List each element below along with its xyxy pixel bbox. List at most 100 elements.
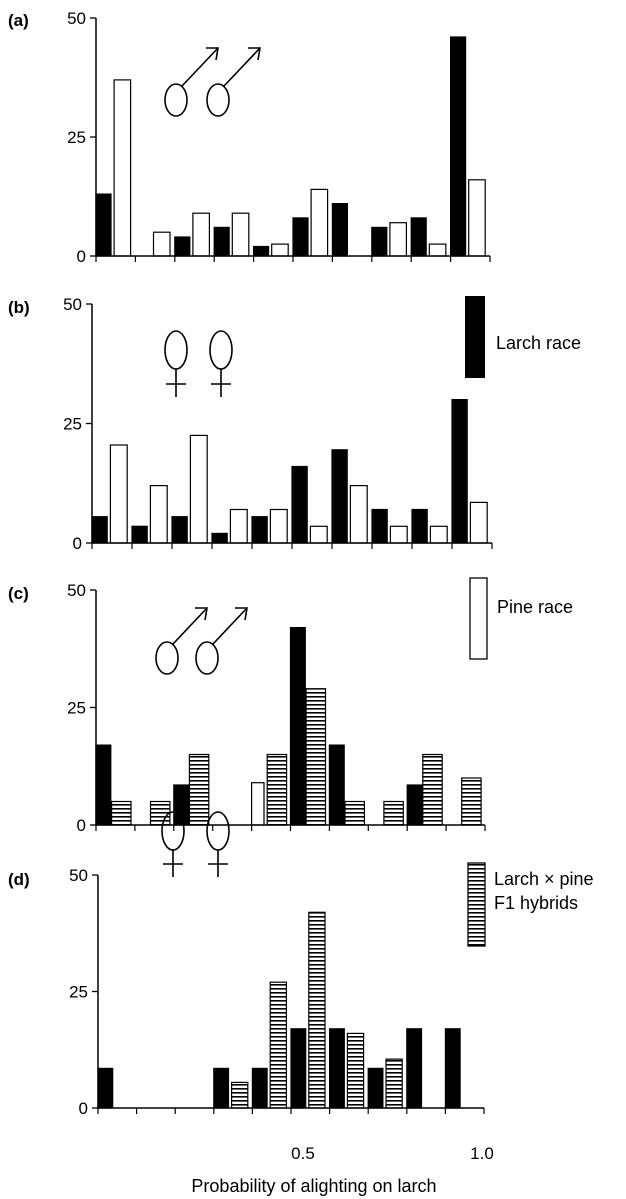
bar-c-larch-bin-7	[328, 744, 345, 826]
bar-a-larch-bin-3	[174, 236, 191, 257]
y-tick-label-c-50: 50	[67, 581, 86, 600]
bar-a-pine-bin-10	[468, 179, 486, 257]
x-tick-label-1-0: 1.0	[470, 1144, 494, 1163]
female-symbol-d	[161, 811, 230, 877]
female-symbol-b	[164, 330, 233, 397]
bar-c-hybrid-bin-9	[422, 753, 443, 826]
bar-a-pine-bin-5	[271, 243, 289, 257]
panel-d: (d) 0 25 50	[8, 866, 485, 1118]
bar-a-pine-bin-8	[389, 222, 407, 257]
male-symbol-c	[155, 607, 248, 675]
bar-d-larch-bin-6	[290, 1028, 307, 1109]
y-tick-label-b-25: 25	[63, 415, 82, 434]
bar-a-pine-bin-3	[192, 212, 210, 257]
bar-c-hybrid-bin-10	[461, 777, 482, 826]
bar-c-larch-bin-6	[289, 626, 306, 826]
bar-a-pine-bin-1	[113, 79, 132, 257]
bar-c-larch-bin-1	[95, 744, 112, 826]
bar-b-larch-bin-2	[131, 525, 148, 544]
bar-d-larch-bin-10	[444, 1028, 461, 1109]
bar-a-larch-bin-9	[410, 217, 427, 257]
bar-c-hybrid-bin-8	[383, 800, 404, 826]
bar-c-hybrid-bin-1	[110, 800, 132, 826]
panel-b-label: (b)	[8, 298, 30, 317]
x-tick-label-0-5: 0.5	[291, 1144, 315, 1163]
bar-c-larch-bin-9	[406, 784, 423, 826]
bar-a-pine-bin-4	[231, 212, 250, 257]
bar-d-larch-bin-5	[251, 1067, 268, 1109]
y-tick-label-c-0: 0	[77, 816, 86, 835]
bar-a-pine-bin-6	[310, 188, 329, 257]
bar-c-hybrid-bin-7	[344, 800, 365, 826]
y-tick-label-d-0: 0	[79, 1099, 88, 1118]
bar-c-hybrid-bin-2	[149, 800, 171, 826]
bar-d-hybrid-bin-5	[269, 981, 288, 1109]
legend-hybrid: Larch × pine F1 hybrids	[467, 862, 594, 947]
y-tick-label-d-50: 50	[69, 866, 88, 885]
bar-b-pine-bin-1	[109, 444, 128, 544]
male-symbol-a	[164, 47, 261, 117]
legend-pine-swatch	[469, 577, 488, 660]
bar-a-larch-bin-5	[253, 245, 270, 257]
bar-d-larch-bin-8	[367, 1067, 384, 1109]
bar-b-pine-bin-8	[389, 525, 408, 544]
bar-a-pine-bin-9	[428, 243, 447, 257]
bar-b-pine-bin-2	[149, 485, 168, 544]
y-tick-label-a-50: 50	[67, 9, 86, 28]
bar-b-pine-bin-4	[229, 508, 248, 544]
bar-d-hybrid-bin-7	[346, 1032, 365, 1109]
bar-a-larch-bin-4	[213, 226, 230, 257]
bar-c-pine-bin-5	[251, 782, 265, 826]
x-axis-title: Probability of alighting on larch	[191, 1176, 436, 1196]
panel-a-label: (a)	[8, 11, 29, 30]
panel-b: (b) 0 25 50	[8, 295, 493, 553]
legend-pine: Pine race	[469, 577, 573, 660]
y-tick-label-c-25: 25	[67, 699, 86, 718]
y-tick-label-a-0: 0	[77, 247, 86, 266]
legend-hybrid-label-2: F1 hybrids	[494, 893, 578, 913]
bar-d-hybrid-bin-4	[231, 1081, 249, 1109]
y-tick-label-b-50: 50	[63, 295, 82, 314]
panel-c-label: (c)	[8, 584, 29, 603]
bar-d-hybrid-bin-6	[308, 911, 326, 1109]
legend-hybrid-swatch	[467, 862, 486, 947]
bar-b-larch-bin-9	[411, 508, 428, 544]
bar-b-larch-bin-10	[451, 399, 468, 544]
bar-c-hybrid-bin-5	[266, 753, 288, 826]
y-tick-label-d-25: 25	[69, 983, 88, 1002]
bar-b-pine-bin-5	[269, 508, 288, 544]
bar-d-larch-bin-1	[97, 1067, 114, 1109]
panel-a: (a) 0 25 50	[8, 9, 491, 266]
bar-b-pine-bin-9	[429, 525, 448, 544]
bar-a-larch-bin-6	[292, 217, 309, 257]
bar-b-larch-bin-7	[331, 449, 348, 544]
legend-larch: Larch race	[465, 296, 581, 378]
legend-larch-swatch	[465, 296, 485, 378]
bar-b-larch-bin-6	[291, 465, 308, 544]
legend-hybrid-label-1: Larch × pine	[494, 869, 594, 889]
bar-b-pine-bin-6	[309, 525, 328, 544]
bar-b-pine-bin-10	[469, 501, 488, 544]
bar-a-larch-bin-8	[371, 226, 388, 257]
legend-pine-label: Pine race	[497, 597, 573, 617]
bar-a-larch-bin-1	[95, 193, 112, 257]
bar-c-hybrid-bin-3	[188, 753, 210, 826]
bar-b-pine-bin-3	[189, 434, 208, 544]
bar-b-larch-bin-3	[171, 516, 188, 544]
bar-d-larch-bin-9	[406, 1028, 423, 1109]
y-tick-label-b-0: 0	[73, 534, 82, 553]
bar-d-larch-bin-4	[213, 1067, 230, 1109]
bar-b-larch-bin-4	[211, 532, 228, 544]
bar-c-hybrid-bin-6	[305, 688, 327, 826]
panel-d-label: (d)	[8, 870, 30, 889]
bar-d-hybrid-bin-8	[385, 1058, 403, 1109]
bar-b-larch-bin-5	[251, 516, 268, 544]
legend-larch-label: Larch race	[496, 333, 581, 353]
bar-a-larch-bin-10	[450, 36, 467, 257]
bar-a-larch-bin-7	[331, 203, 348, 257]
bar-b-larch-bin-8	[371, 508, 388, 544]
bar-b-pine-bin-7	[349, 485, 368, 544]
bar-a-pine-bin-2	[152, 231, 171, 257]
y-tick-label-a-25: 25	[67, 128, 86, 147]
